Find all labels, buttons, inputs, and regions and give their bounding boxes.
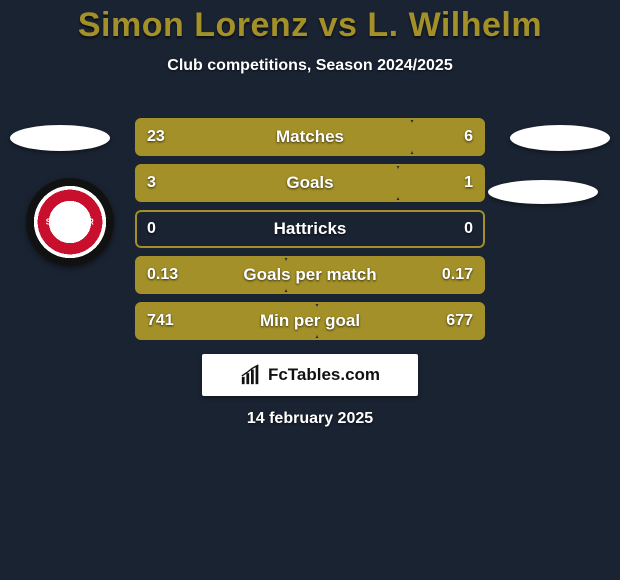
stat-row: 741677Min per goal	[135, 302, 485, 340]
player1-name: Simon Lorenz	[78, 6, 309, 44]
date-text: 14 february 2025	[0, 410, 620, 428]
player1-club-badge: SCHANZER	[26, 178, 114, 266]
brand-text: FcTables.com	[268, 365, 380, 385]
stat-label: Hattricks	[135, 210, 485, 248]
stat-row: 00Hattricks	[135, 210, 485, 248]
player2-club-placeholder	[488, 180, 598, 204]
stat-row: 31Goals	[135, 164, 485, 202]
stat-label: Goals per match	[135, 256, 485, 294]
page-title: Simon Lorenz vs L. Wilhelm	[0, 0, 620, 45]
bar-chart-icon	[240, 364, 262, 386]
club-badge-text: SCHANZER	[46, 218, 94, 227]
stat-label: Matches	[135, 118, 485, 156]
brand-box: FcTables.com	[202, 354, 418, 396]
stat-row: 0.130.17Goals per match	[135, 256, 485, 294]
subtitle: Club competitions, Season 2024/2025	[0, 57, 620, 75]
player2-name: L. Wilhelm	[367, 6, 542, 44]
vs-text: vs	[319, 6, 358, 44]
stat-label: Min per goal	[135, 302, 485, 340]
player1-photo-placeholder	[10, 125, 110, 151]
stat-label: Goals	[135, 164, 485, 202]
root: Simon Lorenz vs L. Wilhelm Club competit…	[0, 0, 620, 580]
stat-row: 236Matches	[135, 118, 485, 156]
stats-table: 236Matches 31Goals 00Hattricks 0.130.17Goal…	[135, 118, 485, 348]
player2-photo-placeholder	[510, 125, 610, 151]
